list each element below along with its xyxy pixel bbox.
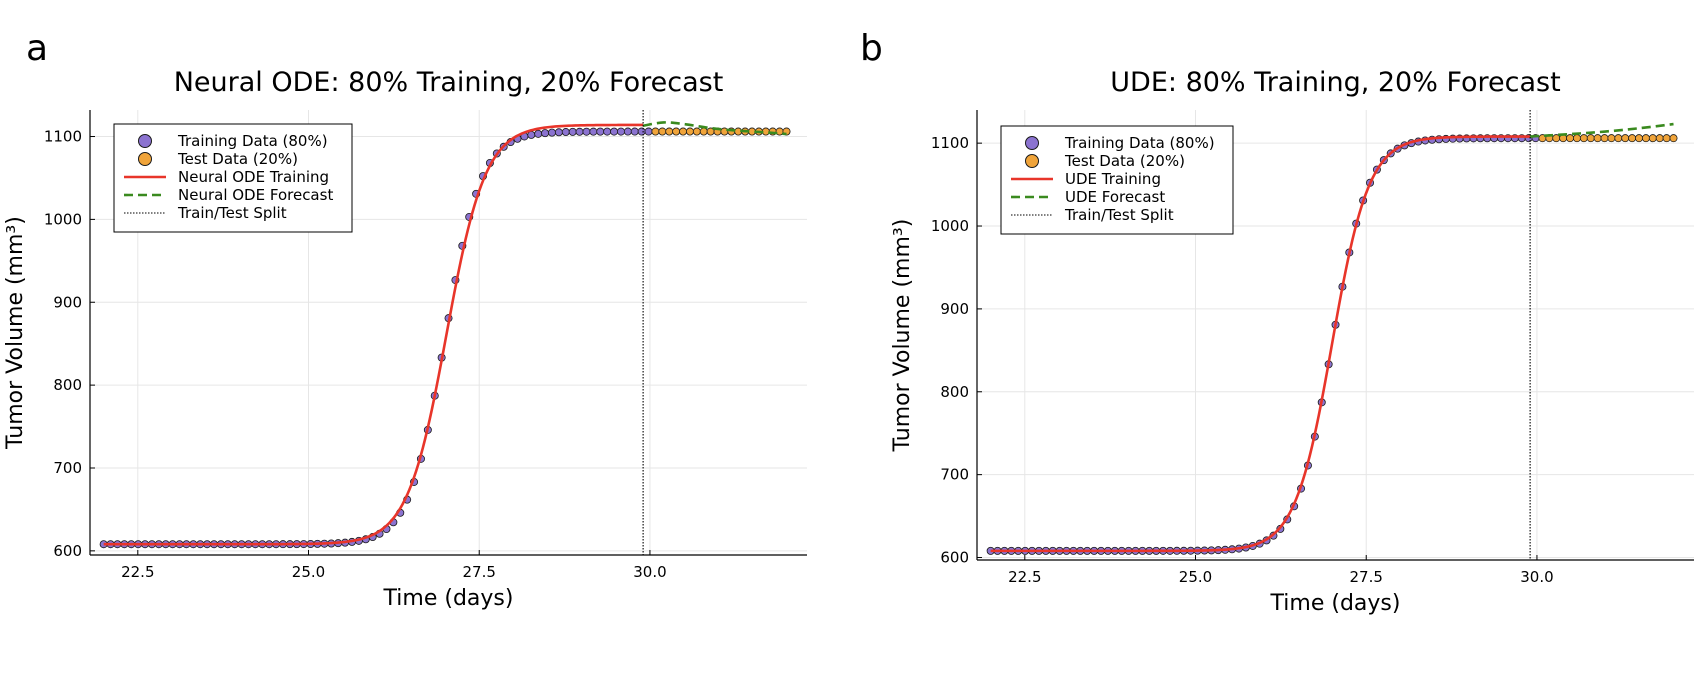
y-tick-label: 900: [940, 300, 969, 318]
test-data-point: [692, 127, 701, 136]
test-data-point: [1566, 134, 1575, 143]
training-data-point: [644, 127, 653, 136]
training-data-point: [623, 127, 632, 136]
x-tick-label: 22.5: [121, 563, 154, 581]
legend-label: Test Data (20%): [1064, 152, 1185, 170]
y-tick-label: 800: [53, 376, 82, 394]
chart-title: Neural ODE: 80% Training, 20% Forecast: [174, 67, 724, 98]
training-data-point: [616, 127, 625, 136]
legend-label: Training Data (80%): [1064, 134, 1215, 152]
training-fit-line: [103, 123, 644, 546]
test-data-point: [1572, 134, 1581, 143]
test-data-point: [1614, 134, 1623, 143]
training-fit-line: [990, 135, 1531, 553]
x-tick-label: 30.0: [633, 563, 666, 581]
test-data-point: [1635, 134, 1644, 143]
panel-label: a: [26, 28, 48, 69]
y-tick-label: 700: [53, 459, 82, 477]
test-data-point: [1593, 134, 1602, 143]
test-data-point: [1628, 134, 1637, 143]
training-data-point: [534, 129, 543, 138]
panel-b: b UDE: 80% Training, 20% Forecast 600 700 80…: [860, 28, 1694, 616]
y-tick-label: 1100: [44, 128, 82, 146]
training-data-point: [610, 127, 619, 136]
panel-label: b: [860, 28, 883, 69]
legend-label: Training Data (80%): [177, 132, 328, 150]
legend-training-marker: [1025, 136, 1039, 150]
y-tick-label: 600: [53, 542, 82, 560]
test-data-point: [679, 127, 688, 136]
plot-area: [986, 122, 1678, 555]
y-tick-label: 1000: [931, 217, 969, 235]
training-data-point: [554, 128, 563, 137]
test-data-point: [1600, 134, 1609, 143]
legend-training-marker: [138, 134, 152, 148]
y-axis-label: Tumor Volume (mm³): [3, 216, 28, 450]
training-data-point: [582, 127, 591, 136]
test-data-point: [658, 127, 667, 136]
training-data-point: [541, 129, 550, 138]
plot-area: [99, 121, 791, 549]
x-axis-label: Time (days): [383, 586, 514, 611]
y-tick-label: 900: [53, 293, 82, 311]
chart-title: UDE: 80% Training, 20% Forecast: [1110, 67, 1560, 98]
legend-test-marker: [1025, 154, 1039, 168]
legend-label: Neural ODE Training: [178, 168, 329, 186]
training-data-point: [547, 128, 556, 137]
test-data-point: [672, 127, 681, 136]
training-data-point: [561, 128, 570, 137]
test-data-point: [1641, 134, 1650, 143]
legend-label: UDE Forecast: [1065, 188, 1165, 206]
y-tick-label: 700: [940, 466, 969, 484]
training-data-point: [637, 127, 646, 136]
y-tick-label: 600: [940, 549, 969, 567]
test-data-point: [1648, 134, 1657, 143]
test-data-point: [1662, 134, 1671, 143]
forecast-line: [1530, 122, 1674, 138]
legend-label: Test Data (20%): [177, 150, 298, 168]
test-data-point: [1607, 134, 1616, 143]
y-axis-label: Tumor Volume (mm³): [890, 219, 915, 453]
legend-label: Train/Test Split: [177, 204, 287, 222]
y-tick-label: 800: [940, 383, 969, 401]
legend-test-marker: [138, 152, 152, 166]
test-data-point: [1669, 134, 1678, 143]
training-data-point: [589, 127, 598, 136]
forecast-line: [642, 121, 787, 136]
test-data-point: [651, 127, 660, 136]
legend-label: Train/Test Split: [1064, 206, 1174, 224]
legend-label: Neural ODE Forecast: [178, 186, 333, 204]
training-data-point: [603, 127, 612, 136]
test-data-point: [1655, 134, 1664, 143]
test-data-point: [665, 127, 674, 136]
x-tick-label: 22.5: [1008, 568, 1041, 586]
training-data-point: [527, 130, 536, 139]
x-tick-label: 27.5: [463, 563, 496, 581]
x-tick-label: 25.0: [1179, 568, 1212, 586]
training-data-point: [575, 127, 584, 136]
legend-label: UDE Training: [1065, 170, 1161, 188]
x-axis-label: Time (days): [1270, 591, 1401, 616]
y-tick-label: 1000: [44, 210, 82, 228]
test-data-point: [1621, 134, 1630, 143]
panel-a: a Neural ODE: 80% Training, 20% Forecast 6…: [3, 28, 807, 611]
training-data-point: [568, 127, 577, 136]
y-tick-label: 1100: [931, 134, 969, 152]
test-data-point: [699, 127, 708, 136]
training-data-point: [630, 127, 639, 136]
x-tick-label: 30.0: [1520, 568, 1553, 586]
test-data-point: [1586, 134, 1595, 143]
training-data-point: [596, 127, 605, 136]
test-data-point: [685, 127, 694, 136]
x-tick-label: 25.0: [292, 563, 325, 581]
x-tick-label: 27.5: [1350, 568, 1383, 586]
test-data-point: [1579, 134, 1588, 143]
